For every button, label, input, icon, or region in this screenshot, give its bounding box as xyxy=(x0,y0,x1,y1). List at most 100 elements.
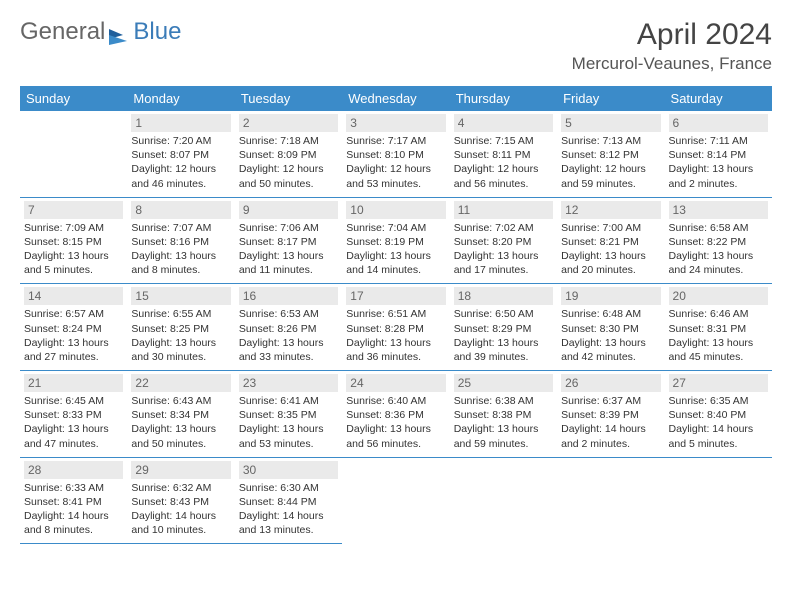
sunset-line: Sunset: 8:19 PM xyxy=(346,235,445,249)
calendar-cell: 14Sunrise: 6:57 AMSunset: 8:24 PMDayligh… xyxy=(20,284,127,371)
day-number: 19 xyxy=(561,287,660,305)
sunrise-line: Sunrise: 6:45 AM xyxy=(24,394,123,408)
calendar-cell: 17Sunrise: 6:51 AMSunset: 8:28 PMDayligh… xyxy=(342,284,449,371)
sunrise-line: Sunrise: 6:50 AM xyxy=(454,307,553,321)
daylight-line: Daylight: 13 hours and 30 minutes. xyxy=(131,336,230,364)
day-info: Sunrise: 7:20 AMSunset: 8:07 PMDaylight:… xyxy=(131,134,230,191)
sunset-line: Sunset: 8:39 PM xyxy=(561,408,660,422)
sunset-line: Sunset: 8:35 PM xyxy=(239,408,338,422)
calendar-cell xyxy=(450,457,557,544)
sunset-line: Sunset: 8:07 PM xyxy=(131,148,230,162)
day-number: 2 xyxy=(239,114,338,132)
calendar-cell xyxy=(557,457,664,544)
day-number: 11 xyxy=(454,201,553,219)
day-number: 5 xyxy=(561,114,660,132)
day-number: 4 xyxy=(454,114,553,132)
header: General Blue April 2024 Mercurol-Veaunes… xyxy=(20,18,772,74)
daylight-line: Daylight: 13 hours and 20 minutes. xyxy=(561,249,660,277)
month-title: April 2024 xyxy=(572,18,772,52)
day-number: 23 xyxy=(239,374,338,392)
daylight-line: Daylight: 12 hours and 56 minutes. xyxy=(454,162,553,190)
brand-part1: General xyxy=(20,18,105,46)
sunset-line: Sunset: 8:36 PM xyxy=(346,408,445,422)
day-info: Sunrise: 6:33 AMSunset: 8:41 PMDaylight:… xyxy=(24,481,123,538)
daylight-line: Daylight: 14 hours and 2 minutes. xyxy=(561,422,660,450)
calendar-cell: 5Sunrise: 7:13 AMSunset: 8:12 PMDaylight… xyxy=(557,111,664,197)
daylight-line: Daylight: 13 hours and 8 minutes. xyxy=(131,249,230,277)
calendar-cell: 20Sunrise: 6:46 AMSunset: 8:31 PMDayligh… xyxy=(665,284,772,371)
day-number: 29 xyxy=(131,461,230,479)
daylight-line: Daylight: 13 hours and 5 minutes. xyxy=(24,249,123,277)
calendar-cell: 30Sunrise: 6:30 AMSunset: 8:44 PMDayligh… xyxy=(235,457,342,544)
sunset-line: Sunset: 8:41 PM xyxy=(24,495,123,509)
calendar-cell: 22Sunrise: 6:43 AMSunset: 8:34 PMDayligh… xyxy=(127,371,234,458)
daylight-line: Daylight: 13 hours and 14 minutes. xyxy=(346,249,445,277)
daylight-line: Daylight: 13 hours and 59 minutes. xyxy=(454,422,553,450)
daylight-line: Daylight: 13 hours and 42 minutes. xyxy=(561,336,660,364)
day-info: Sunrise: 6:46 AMSunset: 8:31 PMDaylight:… xyxy=(669,307,768,364)
calendar-cell: 11Sunrise: 7:02 AMSunset: 8:20 PMDayligh… xyxy=(450,197,557,284)
calendar-head: SundayMondayTuesdayWednesdayThursdayFrid… xyxy=(20,86,772,111)
daylight-line: Daylight: 12 hours and 59 minutes. xyxy=(561,162,660,190)
sunset-line: Sunset: 8:22 PM xyxy=(669,235,768,249)
calendar-cell: 28Sunrise: 6:33 AMSunset: 8:41 PMDayligh… xyxy=(20,457,127,544)
day-info: Sunrise: 6:32 AMSunset: 8:43 PMDaylight:… xyxy=(131,481,230,538)
sunset-line: Sunset: 8:12 PM xyxy=(561,148,660,162)
day-info: Sunrise: 7:06 AMSunset: 8:17 PMDaylight:… xyxy=(239,221,338,278)
day-info: Sunrise: 6:40 AMSunset: 8:36 PMDaylight:… xyxy=(346,394,445,451)
sunset-line: Sunset: 8:11 PM xyxy=(454,148,553,162)
calendar-cell: 2 Sunrise: 7:18 AMSunset: 8:09 PMDaylight… xyxy=(235,111,342,197)
day-info: Sunrise: 6:55 AMSunset: 8:25 PMDaylight:… xyxy=(131,307,230,364)
calendar-cell xyxy=(665,457,772,544)
day-info: Sunrise: 7:07 AMSunset: 8:16 PMDaylight:… xyxy=(131,221,230,278)
daylight-line: Daylight: 13 hours and 47 minutes. xyxy=(24,422,123,450)
calendar-cell xyxy=(342,457,449,544)
day-info: Sunrise: 7:11 AMSunset: 8:14 PMDaylight:… xyxy=(669,134,768,191)
sunset-line: Sunset: 8:16 PM xyxy=(131,235,230,249)
day-info: Sunrise: 7:17 AMSunset: 8:10 PMDaylight:… xyxy=(346,134,445,191)
weekday-header: Friday xyxy=(557,86,664,111)
sunrise-line: Sunrise: 6:51 AM xyxy=(346,307,445,321)
day-info: Sunrise: 7:15 AMSunset: 8:11 PMDaylight:… xyxy=(454,134,553,191)
daylight-line: Daylight: 13 hours and 39 minutes. xyxy=(454,336,553,364)
day-info: Sunrise: 6:53 AMSunset: 8:26 PMDaylight:… xyxy=(239,307,338,364)
weekday-header: Thursday xyxy=(450,86,557,111)
sunrise-line: Sunrise: 6:55 AM xyxy=(131,307,230,321)
sunrise-line: Sunrise: 7:15 AM xyxy=(454,134,553,148)
flag-icon xyxy=(109,24,129,40)
weekday-header: Saturday xyxy=(665,86,772,111)
day-number: 27 xyxy=(669,374,768,392)
daylight-line: Daylight: 13 hours and 45 minutes. xyxy=(669,336,768,364)
daylight-line: Daylight: 13 hours and 11 minutes. xyxy=(239,249,338,277)
day-number: 15 xyxy=(131,287,230,305)
sunrise-line: Sunrise: 6:38 AM xyxy=(454,394,553,408)
day-info: Sunrise: 7:18 AMSunset: 8:09 PMDaylight:… xyxy=(239,134,338,191)
sunrise-line: Sunrise: 6:58 AM xyxy=(669,221,768,235)
sunset-line: Sunset: 8:09 PM xyxy=(239,148,338,162)
daylight-line: Daylight: 14 hours and 10 minutes. xyxy=(131,509,230,537)
day-number: 14 xyxy=(24,287,123,305)
day-info: Sunrise: 7:09 AMSunset: 8:15 PMDaylight:… xyxy=(24,221,123,278)
calendar-cell: 3Sunrise: 7:17 AMSunset: 8:10 PMDaylight… xyxy=(342,111,449,197)
calendar-cell: 19Sunrise: 6:48 AMSunset: 8:30 PMDayligh… xyxy=(557,284,664,371)
calendar-cell: 13Sunrise: 6:58 AMSunset: 8:22 PMDayligh… xyxy=(665,197,772,284)
daylight-line: Daylight: 13 hours and 53 minutes. xyxy=(239,422,338,450)
day-info: Sunrise: 6:58 AMSunset: 8:22 PMDaylight:… xyxy=(669,221,768,278)
day-number: 25 xyxy=(454,374,553,392)
sunrise-line: Sunrise: 6:53 AM xyxy=(239,307,338,321)
sunset-line: Sunset: 8:30 PM xyxy=(561,322,660,336)
sunrise-line: Sunrise: 6:30 AM xyxy=(239,481,338,495)
location: Mercurol-Veaunes, France xyxy=(572,54,772,74)
day-info: Sunrise: 7:04 AMSunset: 8:19 PMDaylight:… xyxy=(346,221,445,278)
calendar-cell: 29 Sunrise: 6:32 AMSunset: 8:43 PMDayligh… xyxy=(127,457,234,544)
daylight-line: Daylight: 13 hours and 24 minutes. xyxy=(669,249,768,277)
day-number: 18 xyxy=(454,287,553,305)
sunrise-line: Sunrise: 7:11 AM xyxy=(669,134,768,148)
sunset-line: Sunset: 8:24 PM xyxy=(24,322,123,336)
sunset-line: Sunset: 8:15 PM xyxy=(24,235,123,249)
sunrise-line: Sunrise: 6:35 AM xyxy=(669,394,768,408)
sunset-line: Sunset: 8:34 PM xyxy=(131,408,230,422)
calendar-table: SundayMondayTuesdayWednesdayThursdayFrid… xyxy=(20,86,772,544)
sunset-line: Sunset: 8:21 PM xyxy=(561,235,660,249)
day-info: Sunrise: 6:35 AMSunset: 8:40 PMDaylight:… xyxy=(669,394,768,451)
